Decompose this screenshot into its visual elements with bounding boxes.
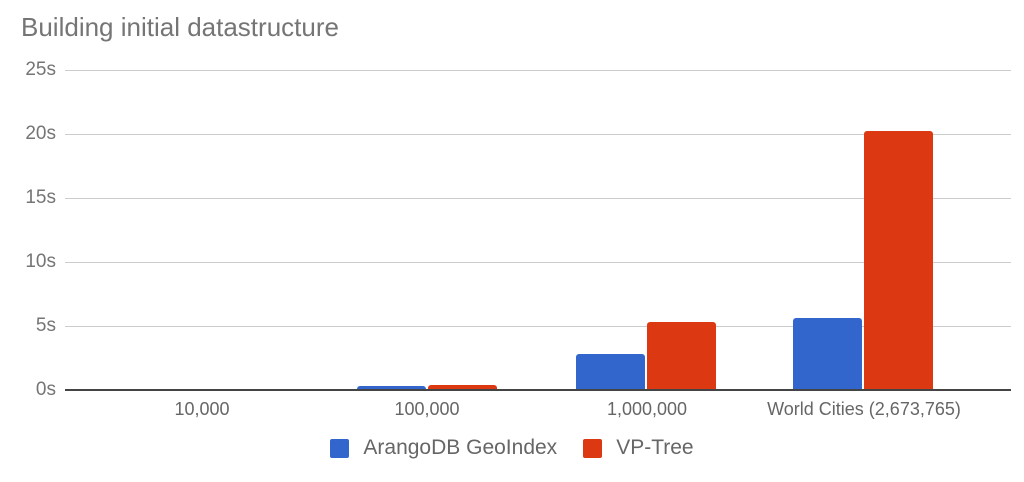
x-tick-label: 100,000 bbox=[394, 399, 460, 419]
y-tick-label: 10s bbox=[25, 251, 56, 272]
bar-arangodb[interactable] bbox=[357, 386, 426, 390]
gridline bbox=[65, 198, 1011, 199]
legend-label: VP-Tree bbox=[616, 436, 694, 459]
y-tick-label: 25s bbox=[25, 59, 56, 80]
gridline bbox=[65, 70, 1011, 71]
legend: ArangoDB GeoIndex VP-Tree bbox=[0, 436, 1024, 460]
x-tick-label: 10,000 bbox=[174, 399, 230, 419]
chart-title: Building initial datastructure bbox=[21, 12, 339, 42]
bar-vptree[interactable] bbox=[647, 322, 716, 390]
bar-arangodb[interactable] bbox=[793, 318, 862, 390]
legend-item-vptree[interactable]: VP-Tree bbox=[583, 436, 694, 460]
bar-arangodb[interactable] bbox=[576, 354, 645, 390]
bar-vptree[interactable] bbox=[864, 131, 933, 390]
x-axis-baseline bbox=[65, 389, 1011, 391]
y-tick-label: 15s bbox=[25, 187, 56, 208]
y-tick-label: 5s bbox=[35, 315, 56, 336]
legend-label: ArangoDB GeoIndex bbox=[363, 436, 558, 459]
legend-swatch-icon bbox=[583, 438, 603, 458]
y-tick-label: 0s bbox=[35, 379, 56, 400]
gridline bbox=[65, 262, 1011, 263]
x-tick-label: 1,000,000 bbox=[606, 399, 688, 419]
bar-vptree[interactable] bbox=[428, 384, 497, 390]
gridline bbox=[65, 134, 1011, 135]
legend-item-arangodb[interactable]: ArangoDB GeoIndex bbox=[330, 436, 557, 460]
gridline bbox=[65, 326, 1011, 327]
y-tick-label: 20s bbox=[25, 123, 56, 144]
x-tick-label: World Cities (2,673,765) bbox=[767, 399, 961, 419]
legend-swatch-icon bbox=[330, 438, 350, 458]
